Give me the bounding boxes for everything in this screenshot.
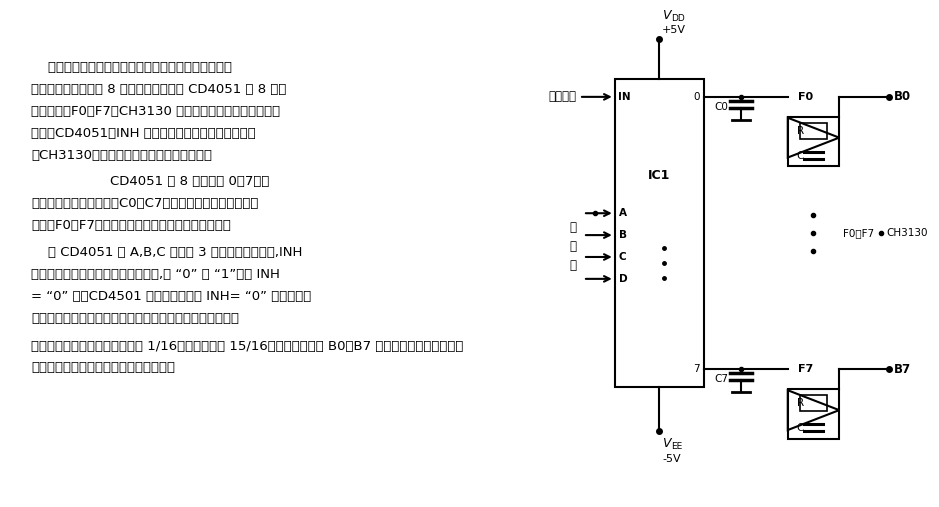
Bar <box>788 389 839 439</box>
Text: C0: C0 <box>715 102 729 112</box>
Text: CD4051 的 8 个输出端 0～7，各: CD4051 的 8 个输出端 0～7，各 <box>110 175 269 189</box>
Text: -5V: -5V <box>662 454 681 464</box>
Text: 模拟置入: 模拟置入 <box>548 90 577 103</box>
Text: C7: C7 <box>715 374 729 384</box>
Text: 随器（F0～F7），其中禁止端作为开关码的最高位。: 随器（F0～F7），其中禁止端作为开关码的最高位。 <box>31 219 231 232</box>
Text: +5V: +5V <box>662 25 686 35</box>
Text: = “0” 时，CD4501 有效工作，而当 INH= “0” 时，与控制: = “0” 时，CD4501 有效工作，而当 INH= “0” 时，与控制 <box>31 290 312 303</box>
Text: R: R <box>797 126 804 136</box>
Text: CH3130: CH3130 <box>886 228 928 238</box>
Text: 器。其核心元件由单 8 通道模拟双向开关 CD4051 和 8 个电: 器。其核心元件由单 8 通道模拟双向开关 CD4051 和 8 个电 <box>31 83 286 96</box>
Text: 当 CD4051 的 A,B,C 端随着 3 位二进制数变化时,INH: 当 CD4051 的 A,B,C 端随着 3 位二进制数变化时,INH <box>31 246 302 259</box>
Text: R: R <box>797 398 804 408</box>
Text: D: D <box>619 274 627 284</box>
Text: 0: 0 <box>693 92 700 102</box>
Text: 压跟随器（F0～F7）CH3130 及阻容元件构成。由模拟双向: 压跟随器（F0～F7）CH3130 及阻容元件构成。由模拟双向 <box>31 105 280 118</box>
Text: 本电路为多路模拟调制信号解调器，简称为多路解调: 本电路为多路模拟调制信号解调器，简称为多路解调 <box>31 61 232 74</box>
Text: （CH3130）的选通信号，以实现多路解调。: （CH3130）的选通信号，以实现多路解调。 <box>31 149 212 162</box>
Text: C: C <box>797 423 804 433</box>
Bar <box>615 79 703 387</box>
Text: F7: F7 <box>798 365 813 374</box>
Text: F0～F7: F0～F7 <box>843 228 874 238</box>
Bar <box>788 117 839 166</box>
Text: F0: F0 <box>798 92 813 102</box>
Text: 7: 7 <box>693 365 700 374</box>
Text: IC1: IC1 <box>648 169 670 182</box>
Text: 接一个低漏电保持电容（C0～C7）和一个高输入阻抗电压跟: 接一个低漏电保持电容（C0～C7）和一个高输入阻抗电压跟 <box>31 197 258 210</box>
Text: 选
择
码: 选 择 码 <box>569 221 577 272</box>
Text: DD: DD <box>671 14 685 23</box>
Text: A: A <box>619 208 626 218</box>
Bar <box>800 395 827 411</box>
Text: 编码相对应，输出中有一通道可获得并保持信号取样。每一: 编码相对应，输出中有一通道可获得并保持信号取样。每一 <box>31 312 239 324</box>
Text: V: V <box>662 9 670 22</box>
Text: IN: IN <box>618 92 630 102</box>
Text: C: C <box>619 252 626 262</box>
Text: B: B <box>619 230 626 240</box>
Text: B0: B0 <box>894 90 911 103</box>
Text: B7: B7 <box>894 363 911 376</box>
Text: 端在模拟输入信号一周内有两种情况,即 “0” 与 “1”。当 INH: 端在模拟输入信号一周内有两种情况,即 “0” 与 “1”。当 INH <box>31 268 280 281</box>
Text: EE: EE <box>671 443 683 451</box>
Text: V: V <box>662 438 670 450</box>
Text: 通道取样时间是整个扫描周期的 1/16，保持时间占 15/16，信号取样经过 B0～B7 中相应的一个跟随器，在: 通道取样时间是整个扫描周期的 1/16，保持时间占 15/16，信号取样经过 B… <box>31 340 464 352</box>
Text: 开关（CD4051）INH 端的输入信号来控制电压跟随器: 开关（CD4051）INH 端的输入信号来控制电压跟随器 <box>31 127 255 140</box>
Text: C: C <box>797 151 804 161</box>
Bar <box>800 123 827 138</box>
Text: 其输出端，有一被选通的解调信号输出。: 其输出端，有一被选通的解调信号输出。 <box>31 361 175 374</box>
